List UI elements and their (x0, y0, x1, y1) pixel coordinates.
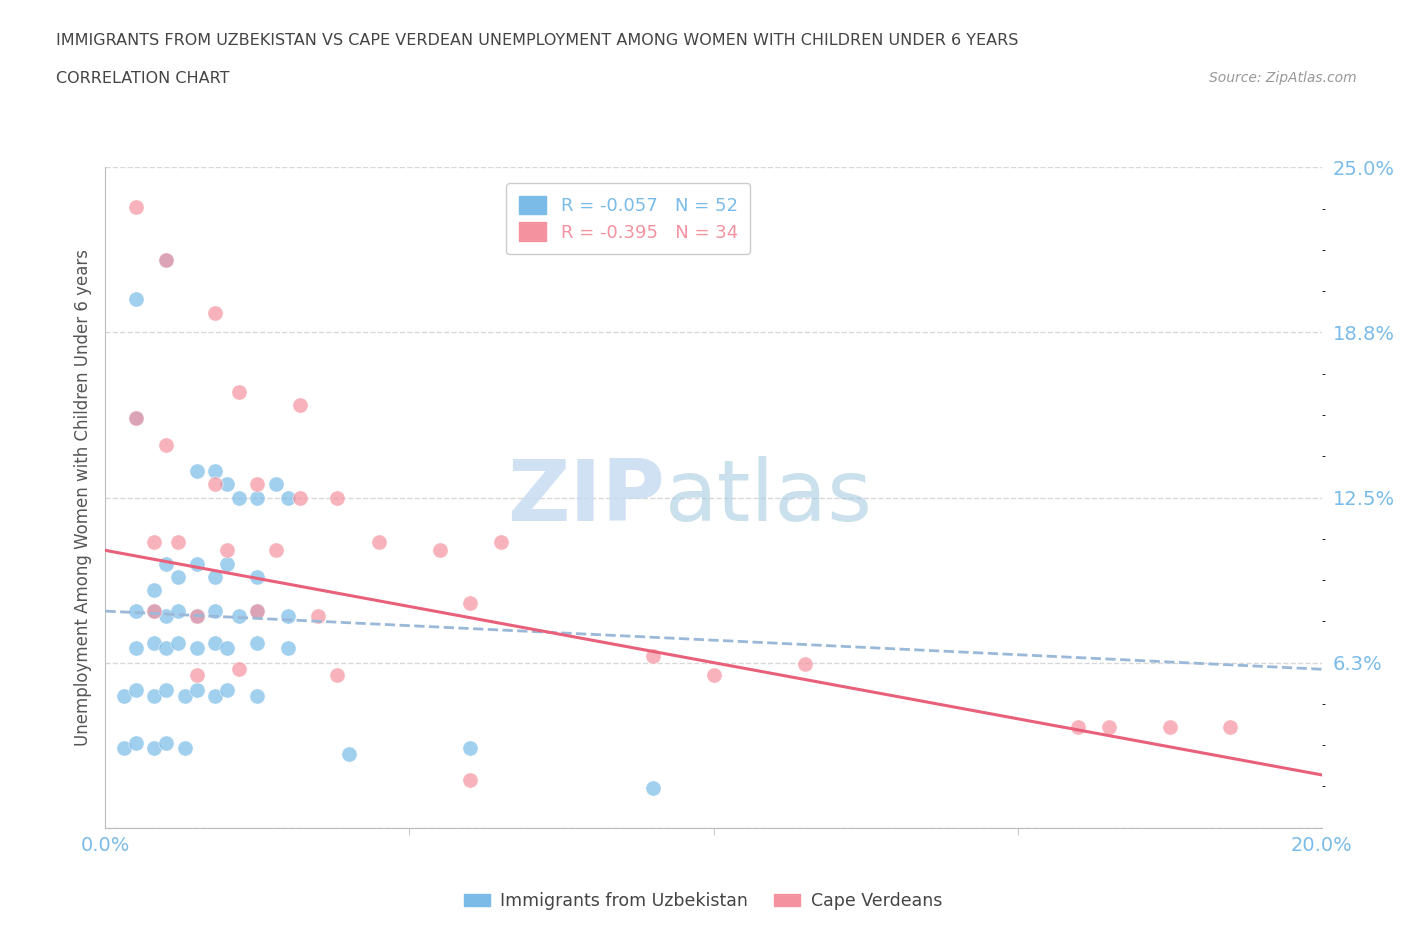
Point (429, 543, 451, 558)
Point (1067, 720, 1090, 735)
Point (228, 490, 250, 505)
Point (246, 688, 269, 703)
Point (1098, 720, 1121, 735)
Point (458, 773, 481, 788)
Point (186, 609, 208, 624)
Point (246, 604, 269, 618)
Point (155, 641, 177, 656)
Point (702, 667, 725, 682)
Point (155, 736, 177, 751)
Point (204, 464, 226, 479)
Point (173, 688, 195, 703)
Point (204, 477, 226, 492)
Point (489, 535, 512, 550)
Text: atlas: atlas (665, 456, 873, 539)
Point (155, 683, 177, 698)
Point (125, 411, 148, 426)
Point (143, 535, 166, 550)
Point (204, 305, 226, 320)
Point (204, 604, 226, 618)
Point (325, 490, 347, 505)
Text: ZIP: ZIP (508, 456, 665, 539)
Legend: R = -0.057   N = 52, R = -0.395   N = 34: R = -0.057 N = 52, R = -0.395 N = 34 (506, 183, 751, 254)
Point (186, 667, 208, 682)
Point (125, 683, 148, 698)
Point (641, 648, 664, 663)
Point (277, 490, 299, 505)
Point (112, 688, 135, 703)
Point (143, 741, 166, 756)
Point (186, 641, 208, 656)
Point (307, 609, 329, 624)
Point (1159, 720, 1181, 735)
Point (217, 556, 239, 571)
Point (217, 683, 239, 698)
Point (143, 635, 166, 650)
Point (167, 535, 190, 550)
Point (1219, 720, 1241, 735)
Point (112, 741, 135, 756)
Point (325, 667, 347, 682)
Point (337, 746, 360, 761)
Point (641, 780, 664, 795)
Point (155, 556, 177, 571)
Point (125, 292, 148, 307)
Point (125, 200, 148, 215)
Point (125, 604, 148, 618)
Text: IMMIGRANTS FROM UZBEKISTAN VS CAPE VERDEAN UNEMPLOYMENT AMONG WOMEN WITH CHILDRE: IMMIGRANTS FROM UZBEKISTAN VS CAPE VERDE… (56, 33, 1018, 47)
Point (143, 582, 166, 597)
Point (458, 741, 481, 756)
Point (228, 384, 250, 399)
Point (143, 604, 166, 618)
Point (125, 641, 148, 656)
Point (458, 596, 481, 611)
Point (125, 411, 148, 426)
Point (277, 609, 299, 624)
Point (246, 490, 269, 505)
Point (228, 662, 250, 677)
Point (186, 683, 208, 698)
Legend: Immigrants from Uzbekistan, Cape Verdeans: Immigrants from Uzbekistan, Cape Verdean… (457, 884, 949, 917)
Point (186, 464, 208, 479)
Point (368, 535, 391, 550)
Point (143, 688, 166, 703)
Point (204, 569, 226, 584)
Point (186, 609, 208, 624)
Text: Source: ZipAtlas.com: Source: ZipAtlas.com (1209, 71, 1357, 85)
Point (793, 657, 815, 671)
Point (246, 569, 269, 584)
Point (155, 609, 177, 624)
Point (155, 252, 177, 267)
Point (228, 609, 250, 624)
Point (155, 437, 177, 452)
Point (217, 477, 239, 492)
Point (186, 556, 208, 571)
Point (143, 604, 166, 618)
Point (204, 635, 226, 650)
Point (167, 569, 190, 584)
Point (288, 490, 311, 505)
Point (288, 398, 311, 413)
Point (217, 543, 239, 558)
Point (246, 635, 269, 650)
Point (155, 252, 177, 267)
Y-axis label: Unemployment Among Women with Children Under 6 years: Unemployment Among Women with Children U… (73, 249, 91, 746)
Point (167, 604, 190, 618)
Point (173, 741, 195, 756)
Point (204, 688, 226, 703)
Point (277, 641, 299, 656)
Point (167, 635, 190, 650)
Point (264, 477, 287, 492)
Point (217, 641, 239, 656)
Point (246, 604, 269, 618)
Text: CORRELATION CHART: CORRELATION CHART (56, 71, 229, 86)
Point (246, 477, 269, 492)
Point (125, 736, 148, 751)
Point (264, 543, 287, 558)
